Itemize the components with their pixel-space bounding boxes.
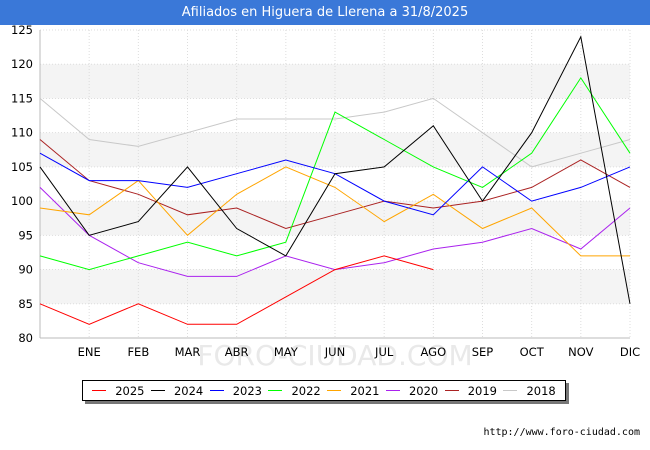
x-tick-label: DIC — [620, 345, 640, 359]
y-tick-label: 90 — [18, 263, 33, 277]
x-tick-label: ABR — [225, 345, 249, 359]
legend-label: 2023 — [232, 383, 263, 398]
x-tick-label: SEP — [472, 345, 494, 359]
legend-item-2020: 2020 — [385, 383, 439, 398]
legend-label: 2025 — [115, 383, 145, 398]
x-tick-label: MAY — [274, 345, 299, 359]
series-line-2019 — [39, 139, 631, 230]
grid-lines — [39, 29, 631, 339]
y-tick-label: 105 — [11, 160, 33, 174]
x-tick-label: OCT — [520, 345, 545, 359]
x-tick-label: ENE — [78, 345, 101, 359]
y-tick-label: 115 — [11, 91, 33, 105]
y-tick-label: 120 — [11, 57, 33, 71]
legend-item-2025: 2025 — [92, 383, 145, 398]
legend-swatch — [150, 390, 165, 391]
x-tick-label: JUN — [324, 345, 345, 359]
legend-swatch — [327, 390, 342, 391]
y-tick-label: 80 — [18, 331, 33, 345]
x-tick-label: FEB — [127, 345, 149, 359]
legend-item-2024: 2024 — [150, 383, 204, 398]
y-tick-label: 85 — [18, 297, 33, 311]
y-tick-label: 125 — [11, 23, 33, 37]
legend-swatch — [268, 390, 283, 391]
legend-item-2023: 2023 — [209, 383, 263, 398]
x-tick-labels: ENE FEB MAR ABR MAY JUN JUL AGO SEP OCT NOV DIC — [78, 345, 641, 359]
legend-label: 2018 — [526, 383, 556, 398]
grid-band — [40, 269, 630, 304]
y-tick-label: 110 — [11, 126, 33, 140]
source-footer: http://www.foro-ciudad.com — [483, 427, 640, 438]
legend-swatch — [209, 390, 224, 391]
legend-label: 2024 — [173, 383, 204, 398]
y-tick-label: 95 — [18, 228, 33, 242]
series-line-2022 — [39, 76, 631, 271]
legend-label: 2019 — [467, 383, 498, 398]
grid-band — [40, 201, 630, 236]
legend-swatch — [503, 390, 518, 391]
legend-item-2019: 2019 — [444, 383, 498, 398]
legend-item-2021: 2021 — [327, 383, 380, 398]
series-line-2018 — [39, 97, 631, 168]
legend-label: 2022 — [291, 383, 321, 398]
series-line-2024 — [39, 35, 631, 304]
y-tick-label: 100 — [11, 194, 33, 208]
series-line-2025 — [39, 255, 434, 325]
series-lines — [39, 35, 631, 325]
legend-item-2022: 2022 — [268, 383, 321, 398]
chart-title: Afiliados en Higuera de Llerena a 31/8/2… — [0, 0, 650, 25]
legend-swatch — [385, 390, 400, 391]
y-tick-labels: 80 85 90 95 100 105 110 115 120 125 — [11, 23, 33, 345]
legend: 2025 2024 2023 2022 2021 2020 2019 2018 — [82, 380, 566, 401]
legend-label: 2021 — [350, 383, 380, 398]
x-tick-label: NOV — [568, 345, 593, 359]
legend-item-2018: 2018 — [503, 383, 556, 398]
legend-swatch — [444, 390, 459, 391]
watermark: FORO-CIUDAD.COM — [197, 339, 472, 372]
x-tick-label: AGO — [421, 345, 447, 359]
x-tick-label: JUL — [374, 345, 394, 359]
x-tick-label: MAR — [175, 345, 201, 359]
legend-swatch — [92, 390, 107, 391]
legend-label: 2020 — [408, 383, 439, 398]
